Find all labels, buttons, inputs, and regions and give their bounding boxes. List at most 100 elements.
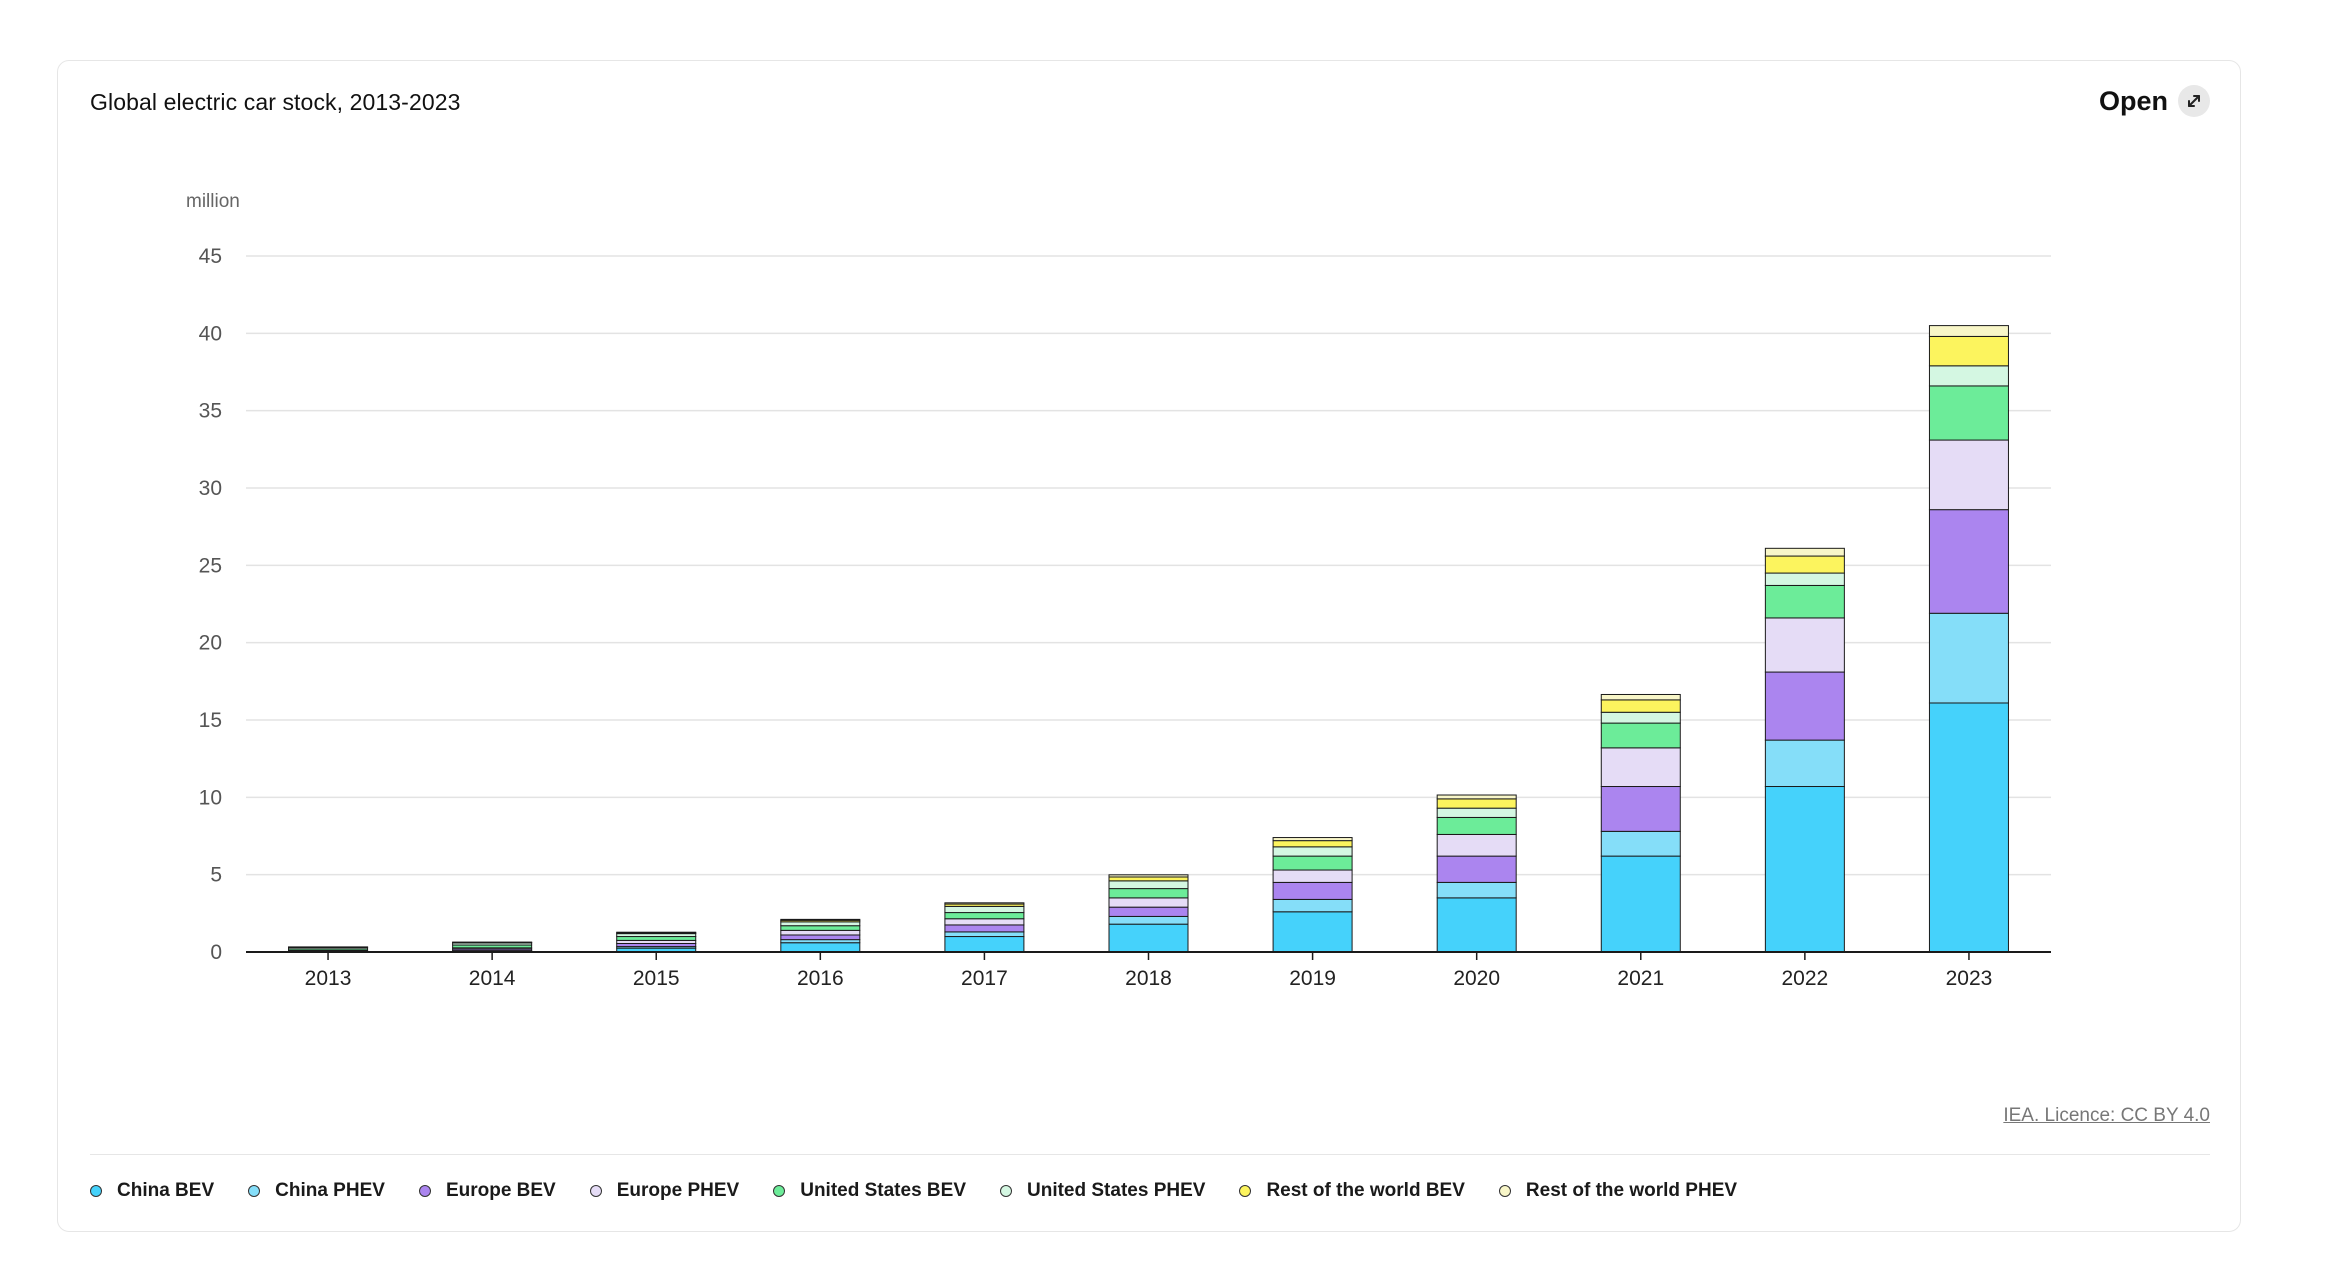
bar-segment: [780, 934, 861, 941]
legend-swatch: [589, 1185, 602, 1197]
bar-segment: [1436, 833, 1517, 857]
y-tick-label: 5: [210, 864, 222, 887]
bar-segment: [944, 912, 1025, 920]
bar-segment: [1272, 869, 1353, 883]
expand-icon: [2178, 85, 2210, 117]
legend-swatch: [248, 1185, 261, 1197]
bar-segment: [1764, 786, 1845, 953]
legend-item[interactable]: Europe PHEV: [589, 1180, 740, 1202]
x-tick-label: 2022: [1782, 967, 1829, 990]
y-tick-label: 45: [199, 245, 222, 268]
legend-swatch: [1498, 1185, 1511, 1197]
bar-segment: [1108, 874, 1189, 878]
open-button-label: Open: [2098, 85, 2168, 116]
y-tick-label: 0: [210, 941, 222, 964]
bar-segment: [944, 905, 1025, 914]
bar-segment: [944, 931, 1025, 938]
bar-segment: [1600, 747, 1681, 788]
legend-item[interactable]: China BEV: [90, 1180, 214, 1202]
bar-segment: [1108, 915, 1189, 925]
bar-segment: [1436, 897, 1517, 953]
bar-segment: [1272, 837, 1353, 842]
bar-segment: [1928, 612, 2009, 704]
x-tick-label: 2017: [961, 967, 1008, 990]
y-tick-label: 30: [199, 477, 222, 500]
y-tick-label: 40: [199, 322, 222, 345]
bar-segment: [1600, 786, 1681, 832]
bar-segment: [1108, 876, 1189, 882]
x-tick-label: 2023: [1946, 967, 1993, 990]
source-licence-link[interactable]: IEA. Licence: CC BY 4.0: [2003, 1105, 2210, 1126]
legend-label: United States PHEV: [1027, 1180, 1206, 1201]
x-tick-label: 2013: [305, 967, 352, 990]
bar-segment: [1928, 439, 2009, 511]
legend-item[interactable]: United States PHEV: [1000, 1180, 1205, 1202]
y-tick-label: 20: [199, 632, 222, 655]
bar-segment: [1108, 897, 1189, 908]
legend-item[interactable]: Rest of the world PHEV: [1498, 1180, 1738, 1202]
bar-segment: [1764, 572, 1845, 586]
legend-swatch: [1000, 1185, 1012, 1197]
bar-segment: [1108, 923, 1189, 953]
x-tick-label: 2021: [1617, 967, 1664, 990]
legend-swatch: [418, 1185, 431, 1197]
chart-title: Global electric car stock, 2013-2023: [90, 89, 461, 115]
bar-segment: [616, 936, 697, 941]
bar-segment: [1272, 881, 1353, 900]
bar-segment: [1928, 509, 2009, 614]
bar-segment: [1436, 794, 1517, 800]
bar-segment: [1272, 898, 1353, 913]
legend-swatch: [1239, 1185, 1252, 1197]
bar-segment: [1600, 830, 1681, 857]
legend-label: United States BEV: [800, 1180, 966, 1201]
bar-segment: [1108, 906, 1189, 917]
legend-label: China BEV: [117, 1180, 215, 1201]
legend-swatch: [773, 1185, 786, 1197]
x-tick-label: 2014: [469, 967, 516, 990]
bar-segment: [1272, 846, 1353, 857]
bar-segment: [1764, 584, 1845, 619]
bar-segment: [288, 946, 369, 948]
bar-segment: [780, 925, 861, 931]
bar-segment: [780, 918, 861, 921]
bar-segment: [1764, 555, 1845, 574]
bar-segment: [1436, 816, 1517, 835]
legend-divider: [90, 1154, 2210, 1155]
legend-label: China PHEV: [275, 1180, 385, 1201]
bar-segment: [1600, 711, 1681, 724]
bar-segment: [1928, 365, 2009, 387]
bar-segment: [1272, 911, 1353, 953]
bar-segment: [944, 902, 1025, 905]
y-tick-label: 35: [199, 400, 222, 423]
x-tick-label: 2019: [1289, 967, 1336, 990]
y-tick-label: 15: [199, 709, 222, 732]
x-tick-label: 2015: [633, 967, 680, 990]
bar-segment: [1928, 335, 2009, 367]
bar-segment: [1928, 702, 2009, 953]
bar-segment: [780, 921, 861, 927]
bar-segment: [1600, 855, 1681, 953]
bar-segment: [780, 942, 861, 953]
bar-segment: [1600, 693, 1681, 701]
bar-segment: [1436, 798, 1517, 809]
legend-item[interactable]: Europe BEV: [418, 1180, 556, 1202]
chart-card: Global electric car stock, 2013-2023 Ope…: [57, 60, 2241, 1232]
legend-label: Europe PHEV: [616, 1180, 740, 1201]
legend-item[interactable]: China PHEV: [248, 1180, 385, 1202]
y-axis-unit-label: million: [186, 191, 240, 212]
bar-segment: [1764, 671, 1845, 741]
stacked-bar-chart: million 0 5 10 15 20 25 30 35 40 45 2013 2014 2015 201…: [186, 191, 2051, 990]
legend-label: Rest of the world PHEV: [1525, 1180, 1738, 1201]
legend-label: Rest of the world BEV: [1266, 1180, 1465, 1201]
open-button[interactable]: Open: [2099, 85, 2210, 117]
x-tick-label: 2018: [1125, 967, 1172, 990]
legend-item[interactable]: United States BEV: [773, 1180, 966, 1202]
chart-legend: China BEV China PHEV Europe BEV Europe PHEV…: [90, 1180, 1771, 1202]
bar-segment: [1928, 325, 2009, 337]
bar-segment: [1108, 888, 1189, 899]
x-tick-label: 2020: [1453, 967, 1500, 990]
bar-segment: [1600, 699, 1681, 713]
y-tick-label: 25: [199, 554, 222, 577]
bar-segment: [1272, 855, 1353, 871]
legend-item[interactable]: Rest of the world BEV: [1239, 1180, 1465, 1202]
